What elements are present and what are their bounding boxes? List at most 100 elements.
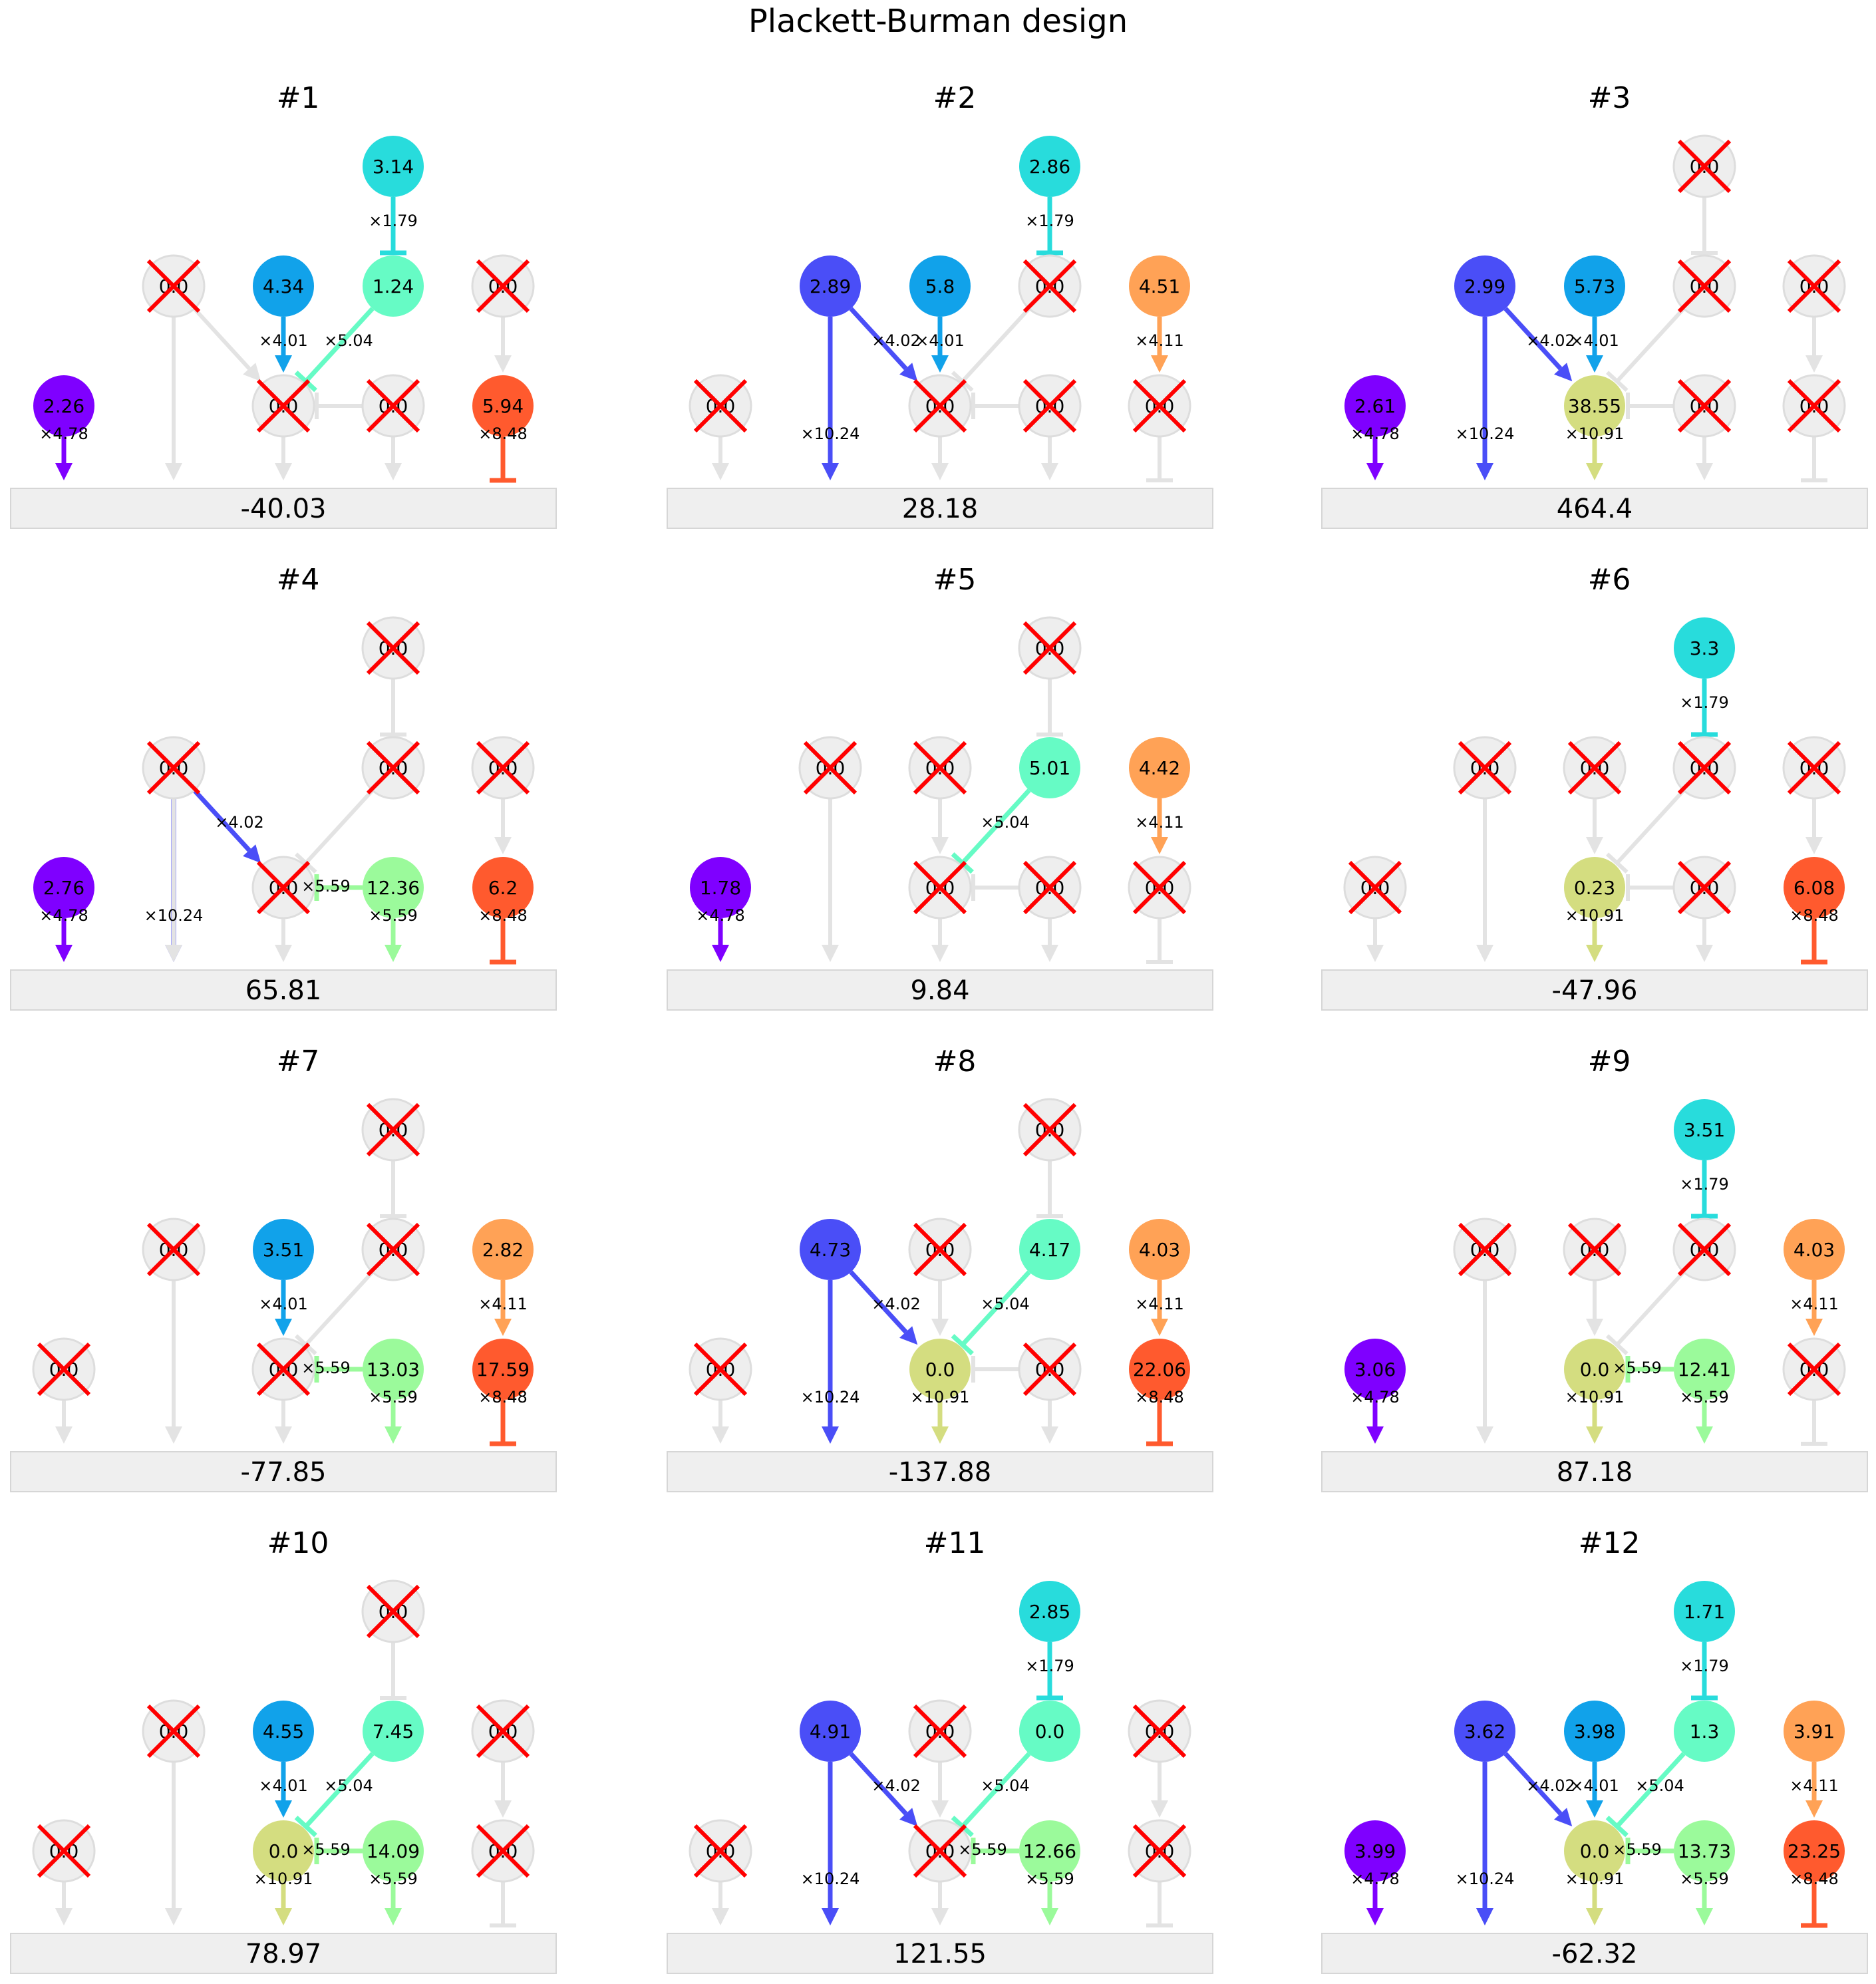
node-f: 13.73 [1674, 1820, 1735, 1882]
node-value: 6.2 [488, 877, 518, 899]
node-b: 2.99 [1454, 255, 1515, 317]
knockout-cross-icon [146, 741, 201, 795]
node-circle [1564, 375, 1625, 436]
node-h: 2.82 [472, 1219, 534, 1280]
arrow-edge-a-out [55, 1882, 73, 1925]
result-value: 121.55 [893, 1939, 987, 1969]
node-circle [253, 1701, 314, 1762]
node-f: 0.0 [1018, 1337, 1082, 1401]
node-h: 4.03 [1784, 1219, 1845, 1280]
node-a: 0.0 [32, 1819, 96, 1883]
knockout-cross-icon [803, 741, 858, 795]
inhibit-edge-f-g [971, 1838, 1019, 1864]
node-circle [1564, 1701, 1625, 1762]
node-circle [363, 1820, 424, 1882]
gain-label: ×5.59 [369, 1870, 418, 1888]
gain-label: ×4.11 [1790, 1295, 1839, 1313]
arrow-edge-f-out [1041, 436, 1058, 480]
network-diagram: 28.18 0.0 2.89 5.8 0.0 2.86 0.0 0.0 4.51 0.0 ×10.2… [667, 136, 1213, 529]
node-circle [1129, 737, 1190, 798]
result-value: -77.85 [241, 1457, 327, 1488]
arrow-edge-g-out [275, 436, 292, 480]
node-value: 5.73 [1574, 275, 1615, 297]
node-k: 0.0 [1782, 736, 1846, 800]
node-i: 0.0 [1782, 1337, 1846, 1401]
arrow-edge-f-out [385, 436, 402, 480]
arrow-edge-k-i [1151, 1762, 1168, 1818]
node-c: 5.73 [1564, 255, 1625, 317]
node-f: 0.0 [1672, 374, 1736, 438]
arrow-edge-h-i [1151, 1280, 1168, 1336]
knockout-cross-icon [366, 379, 420, 433]
knockout-cross-icon [913, 1704, 967, 1758]
gain-label: ×4.78 [1350, 1870, 1400, 1888]
knockout-cross-icon [1677, 1222, 1732, 1277]
node-i: 22.06 [1129, 1339, 1190, 1400]
node-j: 0.0 [142, 736, 206, 800]
result-value: -40.03 [241, 494, 327, 524]
arrow-edge-a-out [55, 1400, 73, 1444]
result-value: 78.97 [245, 1939, 322, 1969]
knockout-cross-icon [1458, 741, 1512, 795]
node-c: 3.98 [1564, 1701, 1625, 1762]
arrow-edge-j-out [165, 1280, 182, 1444]
knockout-cross-icon [1677, 259, 1732, 313]
node-circle [1564, 255, 1625, 317]
node-value: 2.86 [1029, 156, 1070, 178]
gain-label: ×4.11 [1135, 331, 1184, 350]
knockout-cross-icon [366, 621, 420, 675]
node-circle [1674, 1099, 1735, 1160]
node-circle [363, 1339, 424, 1400]
inhibit-edge-f-g [971, 1356, 1019, 1383]
knockout-cross-icon [1022, 259, 1077, 313]
node-circle [1019, 1581, 1080, 1642]
knockout-cross-icon [1458, 1222, 1512, 1277]
arrow-edge-h-i [494, 1280, 512, 1336]
inhibit-edge-i-out [1146, 1400, 1173, 1446]
node-value: 38.55 [1568, 395, 1621, 417]
knockout-cross-icon [913, 741, 967, 795]
node-b: 0.0 [142, 254, 206, 318]
node-circle [472, 375, 534, 436]
inhibit-edge-f-g [1626, 393, 1674, 419]
node-value: 4.03 [1139, 1239, 1180, 1261]
knockout-cross-icon [256, 1342, 311, 1397]
inhibit-edge-f-g [1625, 1356, 1674, 1383]
node-value: 2.85 [1029, 1601, 1070, 1623]
network-diagram: -47.96 0.0 0.0 0.0 0.0 3.3 0.0 0.23 0.0 6.08 ×1.79… [1321, 617, 1868, 1011]
node-value: 2.76 [43, 877, 84, 899]
knockout-cross-icon [1787, 741, 1841, 795]
knockout-cross-icon [366, 1222, 420, 1277]
network-diagram: 121.55 0.0 4.91 0.0 0.0 2.85 12.66 0.0 0.0 0.0 ×10… [667, 1581, 1213, 1974]
gain-label: ×5.04 [324, 1776, 373, 1795]
gain-label: ×10.24 [801, 424, 860, 443]
result-box [10, 1451, 557, 1492]
inhibit-edge-i-out [1146, 918, 1173, 964]
node-k: 0.0 [471, 1699, 535, 1763]
knockout-cross-icon [256, 379, 311, 433]
knockout-cross-icon [1022, 1102, 1077, 1157]
node-circle [1674, 1701, 1735, 1762]
node-a: 1.78 [690, 857, 751, 918]
gain-label: ×4.01 [259, 1295, 308, 1313]
arrow-edge-j-out [1476, 1280, 1493, 1444]
node-e: 0.0 [361, 616, 425, 680]
gain-label: ×4.78 [696, 906, 745, 925]
arrow-edge-g-out [275, 1400, 292, 1444]
arrow-edge-c-g [931, 1762, 949, 1818]
knockout-cross-icon [1787, 1342, 1841, 1397]
inhibit-edge-e-d [380, 679, 406, 737]
result-box [1321, 1933, 1868, 1974]
arrow-edge-f-out [1696, 918, 1713, 962]
network-diagram: 464.4 2.61 2.99 5.73 0.0 0.0 0.0 38.55 0.0 0.0 ×4.… [1321, 134, 1868, 529]
node-value: 0.0 [1035, 1721, 1065, 1742]
panel-title: #8 [933, 1045, 977, 1078]
inhibit-edge-e-d [380, 1160, 406, 1218]
arrow-edge-j-out [1476, 798, 1493, 962]
node-circle [909, 1339, 971, 1400]
arrow-edge-b-g [192, 788, 261, 864]
node-circle [1019, 1701, 1080, 1762]
knockout-cross-icon [913, 379, 967, 433]
design-panel: #465.812.763.40.00.00.012.360.00.06.2×4.… [10, 482, 585, 1011]
design-panel: #12 -62.32 3.99 3.62 3.98 1.3 1.71 13.73 0.0 3.91… [1321, 1445, 1876, 1974]
